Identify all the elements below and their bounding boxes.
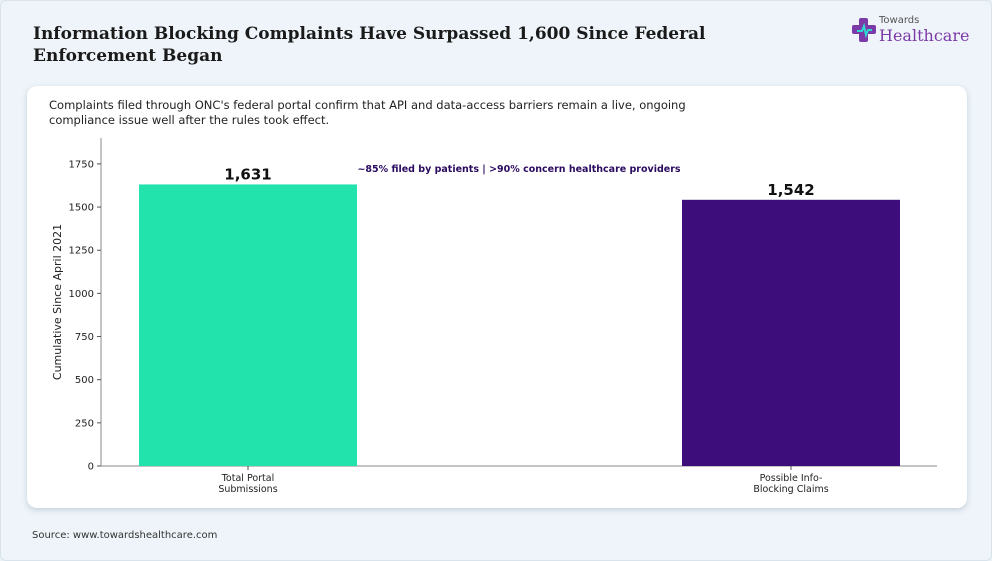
- bar: [682, 199, 900, 466]
- y-tick-label: 250: [75, 418, 94, 429]
- medical-cross-icon: [852, 18, 876, 42]
- y-tick-label: 500: [75, 375, 94, 386]
- x-tick-label: Blocking Claims: [753, 484, 828, 495]
- y-axis-label: Cumulative Since April 2021: [51, 224, 64, 380]
- bar-value-label: 1,542: [767, 181, 814, 199]
- bar-value-label: 1,631: [224, 165, 271, 183]
- x-tick-label: Submissions: [218, 484, 277, 495]
- brand-name-large: Healthcare: [879, 26, 970, 45]
- y-tick-label: 1750: [69, 159, 94, 170]
- bar: [139, 184, 357, 466]
- bar-chart: 0 250 500 750 1000 1250 1500 1750 Cumulative Sin…: [51, 138, 937, 495]
- brand-name-small: Towards: [879, 15, 920, 26]
- chart-subtitle: Complaints filed through ONC's federal p…: [49, 98, 686, 127]
- chart-card: Complaints filed through ONC's federal p…: [27, 86, 967, 508]
- y-tick-label: 1250: [69, 246, 94, 257]
- page-title: Information Blocking Complaints Have Sur…: [33, 24, 706, 66]
- brand-logo: Towards Healthcare: [851, 15, 971, 49]
- x-tick-label: Possible Info-: [760, 473, 823, 484]
- y-tick-label: 1500: [69, 203, 94, 214]
- source-note: Source: www.towardshealthcare.com: [32, 530, 218, 541]
- y-tick-label: 750: [75, 332, 94, 343]
- chart-annotation: ~85% filed by patients | >90% concern he…: [357, 164, 680, 175]
- y-tick-label: 1000: [69, 289, 94, 300]
- x-tick-label: Total Portal: [221, 473, 275, 484]
- y-tick-label: 0: [88, 462, 94, 473]
